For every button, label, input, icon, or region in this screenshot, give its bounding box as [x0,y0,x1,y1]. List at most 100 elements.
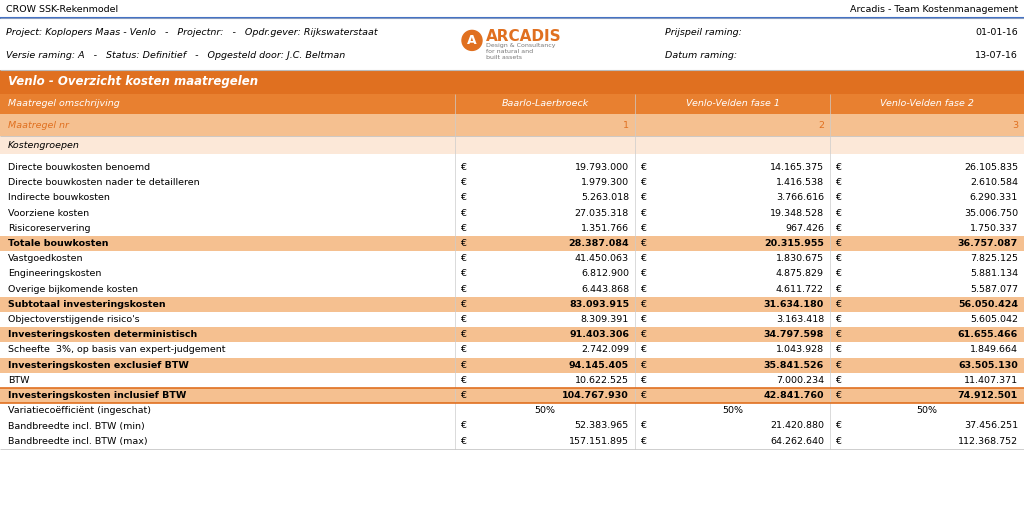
Text: Arcadis - Team Kostenmanagement: Arcadis - Team Kostenmanagement [850,4,1018,13]
Text: €: € [835,315,841,324]
Text: €: € [640,254,646,263]
Text: €: € [460,300,466,309]
Text: 83.093.915: 83.093.915 [569,300,629,309]
Bar [0,70,1024,94]
Text: Engineeringskosten: Engineeringskosten [8,270,101,278]
Text: Scheefte  3%, op basis van expert-judgement: Scheefte 3%, op basis van expert-judgeme… [8,346,225,355]
Bar [0,281,1024,297]
Text: €: € [640,422,646,431]
Text: €: € [835,270,841,278]
Bar [0,327,1024,342]
Text: 11.407.371: 11.407.371 [964,376,1018,385]
Text: €: € [640,346,646,355]
Text: Project: Koplopers Maas - Venlo   -   Projectnr:   -   Opdr.gever: Rijkswatersta: Project: Koplopers Maas - Venlo - Projec… [6,28,378,37]
Text: 1.416.538: 1.416.538 [776,178,824,187]
Text: €: € [460,285,466,294]
Circle shape [462,30,482,50]
Text: 42.841.760: 42.841.760 [764,391,824,400]
Text: Datum raming:: Datum raming: [665,51,737,60]
Bar [0,160,1024,175]
Text: €: € [460,436,466,446]
Text: Prijspeil raming:: Prijspeil raming: [665,28,741,37]
Bar [0,403,1024,418]
Text: for natural and: for natural and [486,49,534,54]
Text: 35.006.750: 35.006.750 [964,209,1018,218]
Text: 5.587.077: 5.587.077 [970,285,1018,294]
Text: 63.505.130: 63.505.130 [958,361,1018,370]
Text: €: € [640,315,646,324]
Text: €: € [835,300,841,309]
Bar [0,94,1024,114]
Text: €: € [640,436,646,446]
Text: €: € [640,376,646,385]
Text: 21.420.880: 21.420.880 [770,422,824,431]
Bar [0,342,1024,357]
Text: 19.793.000: 19.793.000 [574,163,629,172]
Text: €: € [460,163,466,172]
Text: 2: 2 [818,121,824,130]
Text: €: € [460,239,466,248]
Bar [0,205,1024,221]
Text: €: € [640,224,646,233]
Text: 1.979.300: 1.979.300 [581,178,629,187]
Bar [0,267,1024,281]
Bar [0,418,1024,434]
Text: built assets: built assets [486,55,522,60]
Text: €: € [835,193,841,202]
Text: €: € [835,163,841,172]
Text: 94.145.405: 94.145.405 [569,361,629,370]
Bar [0,297,1024,312]
Bar [0,0,1024,18]
Text: 01-01-16: 01-01-16 [975,28,1018,37]
Text: €: € [835,376,841,385]
Text: €: € [460,315,466,324]
Text: €: € [835,209,841,218]
Text: Voorziene kosten: Voorziene kosten [8,209,89,218]
Text: 3: 3 [1012,121,1018,130]
Text: 6.812.900: 6.812.900 [581,270,629,278]
Text: 1.351.766: 1.351.766 [581,224,629,233]
Text: Versie raming: A   -   Status: Definitief   -   Opgesteld door: J.C. Beltman: Versie raming: A - Status: Definitief - … [6,51,345,60]
Text: Venlo-Velden fase 2: Venlo-Velden fase 2 [880,99,974,108]
Bar [0,357,1024,373]
Text: Venlo - Overzicht kosten maatregelen: Venlo - Overzicht kosten maatregelen [8,75,258,89]
Bar [0,236,1024,251]
Text: Baarlo-Laerbroeck: Baarlo-Laerbroeck [502,99,589,108]
Text: €: € [640,239,646,248]
Text: 91.403.306: 91.403.306 [569,330,629,339]
Text: BTW: BTW [8,376,30,385]
Text: 52.383.965: 52.383.965 [574,422,629,431]
Text: CROW SSK-Rekenmodel: CROW SSK-Rekenmodel [6,4,118,13]
Text: Maatregel nr: Maatregel nr [8,121,69,130]
Text: €: € [640,361,646,370]
Bar [0,191,1024,205]
Text: 3.766.616: 3.766.616 [776,193,824,202]
Bar [0,434,1024,449]
Bar [0,373,1024,388]
Text: Overige bijkomende kosten: Overige bijkomende kosten [8,285,138,294]
Bar [0,251,1024,267]
Text: €: € [835,346,841,355]
Bar [0,114,1024,136]
Text: €: € [835,330,841,339]
Text: 4.611.722: 4.611.722 [776,285,824,294]
Text: 14.165.375: 14.165.375 [770,163,824,172]
Text: 8.309.391: 8.309.391 [581,315,629,324]
Text: Bandbreedte incl. BTW (min): Bandbreedte incl. BTW (min) [8,422,144,431]
Text: 7.000.234: 7.000.234 [776,376,824,385]
Text: Indirecte bouwkosten: Indirecte bouwkosten [8,193,110,202]
Text: 5.263.018: 5.263.018 [581,193,629,202]
Text: €: € [640,285,646,294]
Text: 1.849.664: 1.849.664 [970,346,1018,355]
Text: €: € [835,254,841,263]
Text: 26.105.835: 26.105.835 [964,163,1018,172]
Text: Maatregel omschrijving: Maatregel omschrijving [8,99,120,108]
Text: €: € [640,270,646,278]
Text: Vastgoedkosten: Vastgoedkosten [8,254,84,263]
Text: Risicoreservering: Risicoreservering [8,224,90,233]
Text: 967.426: 967.426 [785,224,824,233]
Text: 20.315.955: 20.315.955 [764,239,824,248]
Text: €: € [640,178,646,187]
Text: €: € [640,193,646,202]
Text: €: € [640,330,646,339]
